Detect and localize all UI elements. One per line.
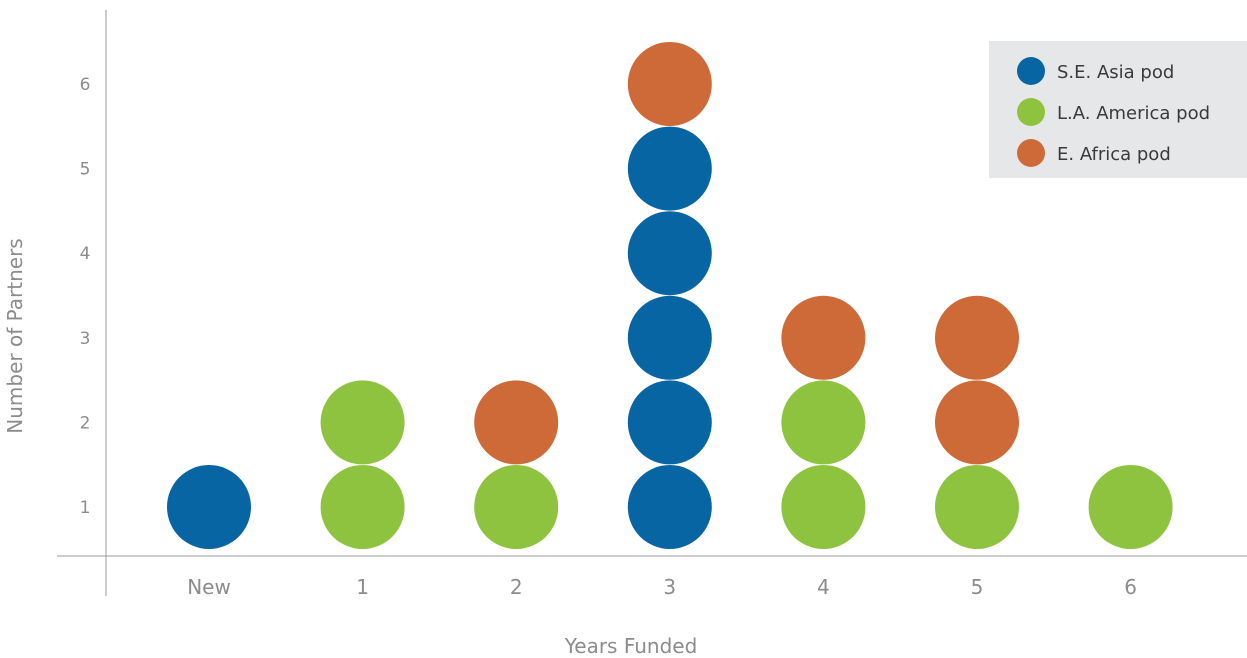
legend-label: L.A. America pod — [1057, 103, 1210, 124]
x-tick-label: New — [187, 575, 231, 599]
data-point-l-a-america-pod — [935, 465, 1019, 549]
data-point-s-e-asia-pod — [627, 465, 712, 549]
y-tick-label: 2 — [80, 413, 91, 433]
axes — [57, 10, 1247, 596]
y-tick-label: 5 — [80, 160, 91, 180]
x-axis-title: Years Funded — [564, 634, 698, 658]
data-point-e-africa-pod — [627, 42, 712, 126]
y-tick-label: 1 — [80, 498, 91, 518]
data-point-s-e-asia-pod — [627, 211, 712, 296]
x-tick-label: 5 — [971, 575, 984, 599]
legend-label: S.E. Asia pod — [1057, 62, 1174, 83]
y-tick-labels: 1 2 3 4 5 6 — [80, 75, 91, 518]
data-point-s-e-asia-pod — [627, 295, 712, 380]
legend-swatch — [1017, 139, 1045, 167]
legend: S.E. Asia pod L.A. America pod E. Africa p… — [989, 41, 1247, 178]
y-tick-label: 6 — [80, 75, 91, 95]
data-point-s-e-asia-pod — [627, 380, 712, 465]
data-point-l-a-america-pod — [320, 380, 405, 465]
x-tick-label: 4 — [817, 575, 830, 599]
data-point-l-a-america-pod — [320, 465, 405, 549]
legend-label: E. Africa pod — [1057, 144, 1171, 165]
y-axis-title: Number of Partners — [3, 238, 27, 433]
legend-swatch — [1017, 57, 1045, 85]
data-point-l-a-america-pod — [1088, 465, 1173, 549]
x-tick-label: 3 — [663, 575, 676, 599]
data-points — [167, 42, 1173, 549]
data-point-s-e-asia-pod — [627, 126, 712, 211]
x-tick-labels: New 1 2 3 4 5 6 — [187, 575, 1137, 599]
data-point-e-africa-pod — [474, 380, 559, 465]
data-point-e-africa-pod — [935, 295, 1019, 380]
x-tick-label: 6 — [1124, 575, 1137, 599]
data-point-e-africa-pod — [781, 295, 866, 380]
legend-swatch — [1017, 98, 1045, 126]
y-tick-label: 3 — [80, 329, 91, 349]
data-point-l-a-america-pod — [474, 465, 559, 549]
x-tick-label: 2 — [510, 575, 523, 599]
data-point-s-e-asia-pod — [167, 465, 251, 549]
data-point-l-a-america-pod — [781, 465, 866, 549]
y-tick-label: 4 — [80, 244, 91, 264]
data-point-e-africa-pod — [935, 380, 1019, 465]
x-tick-label: 1 — [356, 575, 369, 599]
data-point-l-a-america-pod — [781, 380, 866, 465]
